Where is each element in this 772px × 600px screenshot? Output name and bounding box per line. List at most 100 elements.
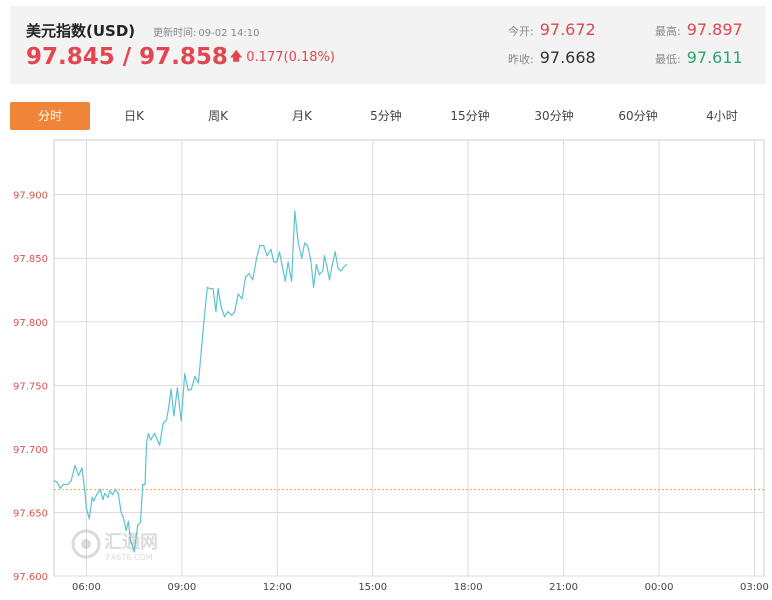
price-point bbox=[166, 419, 168, 421]
price-point bbox=[77, 474, 80, 477]
price-point bbox=[53, 480, 55, 482]
price-point bbox=[328, 279, 331, 281]
price-point bbox=[120, 511, 122, 514]
price-point bbox=[276, 261, 278, 263]
price-point bbox=[248, 272, 250, 275]
x-tick-label: 15:00 bbox=[358, 582, 387, 593]
price-point bbox=[176, 387, 179, 389]
price-point bbox=[67, 483, 69, 486]
price-point bbox=[153, 433, 156, 435]
price-point bbox=[318, 274, 320, 276]
tab-30min[interactable]: 30分钟 bbox=[534, 109, 574, 123]
high-label: 最高: bbox=[655, 25, 681, 38]
price-point bbox=[125, 529, 127, 531]
price-point bbox=[323, 255, 325, 257]
price-point bbox=[62, 483, 64, 486]
price-point bbox=[81, 467, 83, 469]
price-point bbox=[263, 244, 265, 247]
tab-60min[interactable]: 60分钟 bbox=[618, 109, 658, 123]
price-point bbox=[227, 311, 229, 313]
price-point bbox=[331, 263, 333, 266]
price-change: 0.177(0.18%) bbox=[246, 50, 335, 65]
price-point bbox=[312, 286, 315, 289]
price-point bbox=[287, 261, 289, 263]
update-label: 更新时间: bbox=[153, 28, 197, 39]
price-point bbox=[142, 483, 144, 486]
price-point bbox=[197, 382, 200, 384]
price-point bbox=[137, 524, 139, 526]
x-tick-label: 09:00 bbox=[167, 582, 196, 593]
chart-grid bbox=[53, 139, 765, 577]
open-stat: 今开: 97.672 bbox=[508, 20, 596, 39]
y-axis-ticks: 97.600 97.650 97.700 97.750 97.800 97.850 97.9… bbox=[13, 191, 48, 583]
price-point bbox=[184, 373, 186, 375]
price-point bbox=[162, 422, 164, 425]
tab-weekly[interactable]: 周K bbox=[208, 109, 228, 123]
price-point bbox=[107, 496, 109, 498]
price-point bbox=[194, 375, 196, 378]
price-point bbox=[202, 324, 205, 327]
tab-4hour[interactable]: 4小时 bbox=[706, 109, 738, 123]
price-point bbox=[270, 248, 272, 250]
up-arrow-icon: 🡅 bbox=[229, 49, 243, 63]
watermark-text: 汇通网 bbox=[104, 532, 158, 553]
price-point bbox=[131, 543, 133, 545]
y-tick-label: 97.750 bbox=[13, 381, 48, 392]
price-point bbox=[180, 420, 182, 422]
update-time: 更新时间: 09-02 14:10 bbox=[153, 24, 261, 39]
price-point bbox=[212, 288, 214, 290]
price-line bbox=[53, 210, 348, 553]
y-tick-label: 97.850 bbox=[13, 254, 48, 265]
price-point bbox=[130, 541, 132, 543]
low-value: 97.611 bbox=[686, 48, 743, 67]
tab-monthly[interactable]: 月K bbox=[292, 109, 312, 123]
price-point bbox=[337, 267, 339, 269]
tab-intraday[interactable]: 分时 bbox=[10, 102, 90, 130]
bid-ask-price: 97.845 / 97.858 bbox=[26, 44, 228, 70]
price-point bbox=[103, 492, 106, 494]
price-point bbox=[322, 270, 324, 272]
price-point bbox=[237, 293, 239, 295]
update-value: 09-02 14:10 bbox=[198, 28, 260, 39]
price-point bbox=[190, 388, 193, 390]
price-point bbox=[98, 490, 101, 492]
tab-daily[interactable]: 日K bbox=[124, 109, 144, 123]
high-value: 97.897 bbox=[686, 20, 743, 39]
price-point bbox=[209, 288, 211, 290]
price-point bbox=[223, 316, 226, 318]
price-point bbox=[109, 490, 111, 492]
instrument-title: 美元指数(USD) bbox=[26, 22, 136, 40]
y-tick-label: 97.700 bbox=[13, 445, 48, 456]
plot-frame bbox=[53, 139, 765, 577]
price-point bbox=[173, 415, 175, 417]
price-point bbox=[297, 242, 299, 244]
tab-15min[interactable]: 15分钟 bbox=[450, 109, 490, 123]
price-point bbox=[310, 258, 312, 261]
y-tick-label: 97.800 bbox=[13, 318, 48, 329]
price-point bbox=[187, 389, 189, 392]
price-line: 97.845 / 97.858 🡅 0.177(0.18%) bbox=[26, 44, 335, 70]
price-point bbox=[241, 298, 243, 300]
x-axis-ticks: 06:00 09:00 12:00 15:00 18:00 21:00 00:00 03:00 bbox=[72, 582, 769, 593]
price-point bbox=[231, 314, 233, 317]
x-tick-label: 06:00 bbox=[72, 582, 101, 593]
x-tick-label: 12:00 bbox=[263, 582, 292, 593]
price-point bbox=[206, 286, 208, 289]
price-point bbox=[315, 263, 318, 266]
price-point bbox=[259, 244, 261, 247]
price-point bbox=[217, 288, 219, 290]
price-point bbox=[117, 492, 119, 494]
x-tick-label: 03:00 bbox=[740, 582, 769, 593]
tab-5min[interactable]: 5分钟 bbox=[370, 109, 402, 123]
y-tick-label: 97.600 bbox=[13, 572, 48, 583]
price-point bbox=[168, 406, 170, 408]
prev-close-stat: 昨收: 97.668 bbox=[508, 48, 596, 67]
price-point bbox=[84, 491, 86, 493]
price-point bbox=[144, 483, 146, 486]
price-point bbox=[170, 388, 172, 390]
low-label: 最低: bbox=[655, 53, 681, 66]
price-point bbox=[346, 263, 348, 266]
price-point bbox=[291, 280, 293, 282]
price-point bbox=[139, 522, 142, 524]
